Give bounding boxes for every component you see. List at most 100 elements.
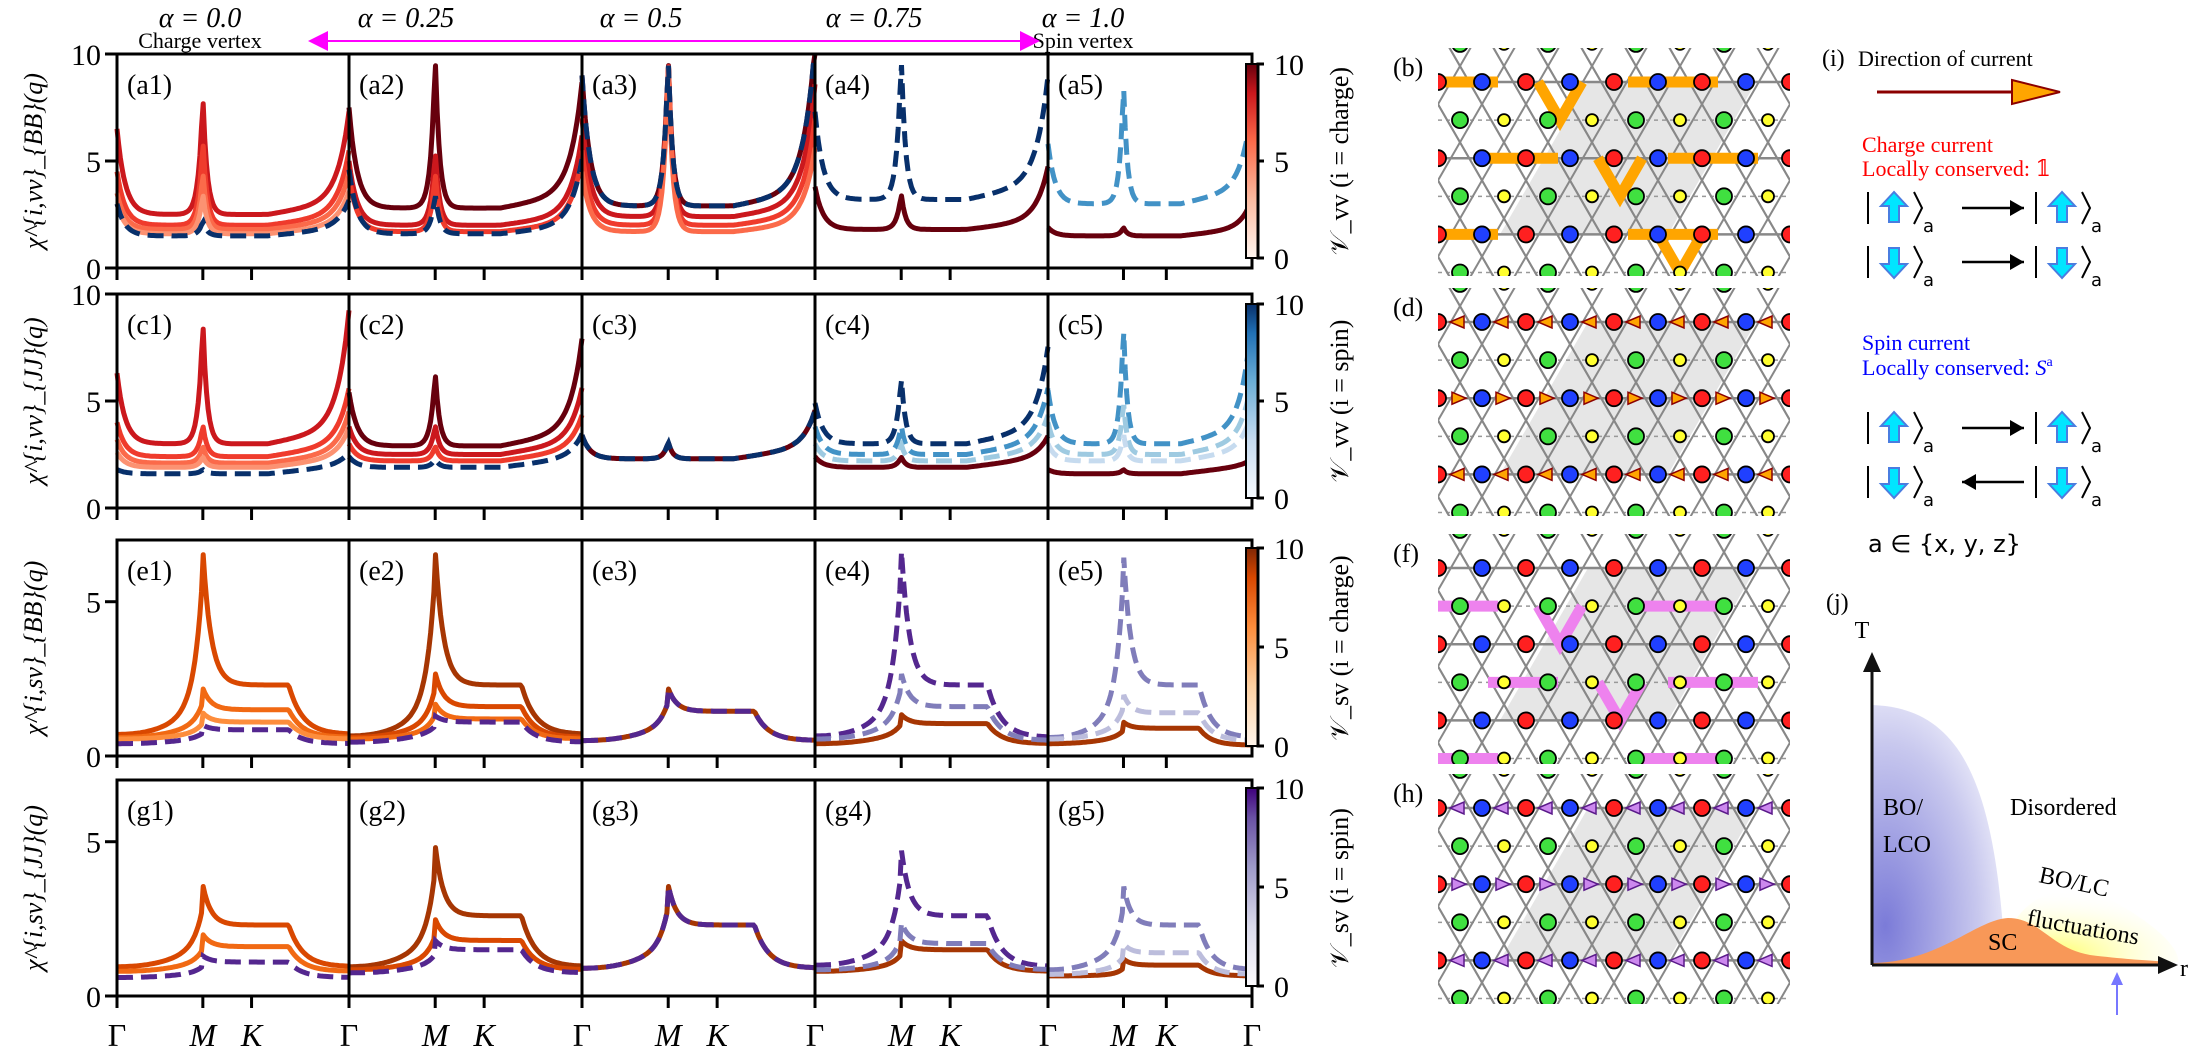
lattice-line [1492,774,1628,1004]
lattice-site [1497,599,1511,614]
lattice-line [1733,178,1790,276]
lattice-site [1693,225,1711,244]
current-arrow-icon [1624,467,1641,482]
lattice-site [1673,991,1687,1004]
lattice-site [1762,288,1774,291]
panel-e3: (e3) [580,538,817,768]
spin-down-arrow-icon [1878,467,1910,500]
lattice-site [1627,989,1645,1004]
alpha-label-0: α = 0.0 [159,3,242,34]
lattice-site [1781,389,1790,408]
solid-series-line [579,64,818,228]
current-arrow-icon [1495,391,1512,406]
lattice-site [1693,711,1711,730]
colorbar-ticks [1256,302,1264,500]
arrow-right-icon [2010,254,2024,270]
lattice-site [1715,673,1733,692]
current-arrow-icon [1712,314,1729,330]
lattice-site [1693,465,1711,484]
lattice-line [1733,418,1790,516]
lattice-site [1539,673,1557,692]
lattice-site [1452,288,1468,293]
lattice-site [1539,989,1557,1004]
alpha-label-4: α = 1.0 [1042,3,1125,34]
current-arrow-icon [1756,953,1773,968]
spin-down-arrow-icon [1878,247,1910,280]
lattice-site [1762,48,1774,51]
lattice-line [1556,534,1692,764]
lattice-site [1539,187,1557,206]
lattice-site [1737,149,1755,168]
lattice-site [1540,48,1556,53]
lattice-h: (h) [1386,774,1842,1004]
lattice-line [1689,342,1790,516]
lattice-site [1585,113,1599,128]
lattice-site [1451,503,1469,516]
lattice-site [1605,313,1623,331]
lattice-site [1438,313,1447,331]
lattice-site [1386,712,1402,728]
ket-subscript: a [1923,216,1934,237]
lattice-site [1497,113,1511,128]
lattice-site [1804,428,1820,444]
lattice-site [1386,876,1402,892]
bond [1593,155,1647,208]
x-tick-label: Γ [340,1017,359,1053]
lattice-site [1693,635,1711,654]
lattice-site [1715,749,1733,764]
lattice-site [1473,951,1491,970]
lattice-site [1761,675,1775,690]
lattice-line [1448,534,1584,764]
panel-label: (e1) [127,556,172,587]
spin-up-arrow-icon [2046,410,2078,443]
colorbar-tick-label: 10 [1274,533,1304,566]
lattice-site [1826,952,1842,968]
lattice-site [1473,711,1491,730]
region-sc: SC [1988,930,2017,956]
lattice-site [1826,712,1842,728]
lattice-site [1761,751,1775,764]
solid-series-line [581,686,816,744]
lattice-line [1438,534,1516,669]
lattice-site [1761,505,1775,516]
panel-label: (a2) [359,70,404,101]
lattice-site [1627,913,1645,932]
lattice-site [1517,73,1535,91]
panel-a2: (a2) [346,52,585,280]
y-tick-label: 0 [86,253,101,286]
lattice-line [1756,774,1790,833]
lattice-site [1386,466,1402,482]
dashed-series-line [346,158,585,237]
lattice-site [1673,751,1687,764]
lattice-line [1107,28,1262,296]
lattice-line [1438,774,1516,909]
current-arrow-icon [1492,800,1509,816]
lattice-site [1438,389,1447,408]
lattice-site [1539,427,1557,446]
lattice-label: (d) [1393,293,1423,322]
solid-series-line [346,387,585,457]
phase-diagram-label: (j) [1826,590,1849,616]
ket-bracket [2081,411,2092,445]
lattice-line [1756,288,1790,347]
lattice-site [1473,225,1491,244]
lattice-site [1561,225,1579,244]
panel-label: (e3) [592,556,637,587]
solid-series-line [348,845,583,970]
panel-label: (a3) [592,70,637,101]
bond [1533,603,1587,656]
lattice-site [1451,989,1469,1004]
lattice-site [1585,265,1599,276]
solid-series-line [1047,956,1253,979]
x-tick-label: K [240,1017,264,1053]
r-axis-label: r [2180,956,2188,982]
lattice-site [1850,354,1862,366]
panel-label: (c1) [127,310,172,341]
dashed-series-line [579,409,818,462]
lattice-site [1561,389,1579,408]
lattice-line [1756,534,1790,593]
lattice-site [1673,429,1687,444]
lattice-site [1451,351,1469,370]
y-axis-label: χ^{i,sv}_{JJ}(q) [19,805,48,974]
region-disordered: Disordered [2010,795,2117,821]
